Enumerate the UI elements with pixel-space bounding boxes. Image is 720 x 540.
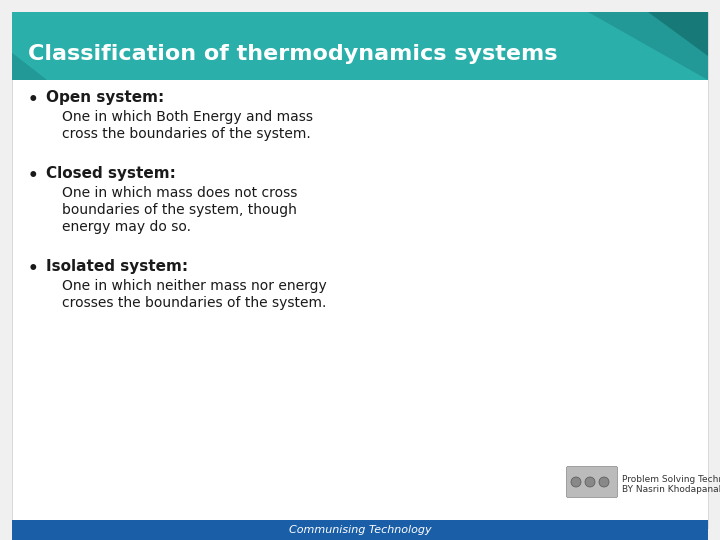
FancyBboxPatch shape <box>12 520 708 540</box>
FancyBboxPatch shape <box>567 467 618 497</box>
Text: energy may do so.: energy may do so. <box>62 220 191 234</box>
Text: Communising Technology: Communising Technology <box>289 525 431 535</box>
Text: One in which mass does not cross: One in which mass does not cross <box>62 186 297 200</box>
Text: •: • <box>28 91 39 109</box>
Text: Problem Solving Technique: Problem Solving Technique <box>622 475 720 484</box>
Text: One in which Both Energy and mass: One in which Both Energy and mass <box>62 110 313 124</box>
Text: Isolated system:: Isolated system: <box>46 259 188 274</box>
Circle shape <box>599 477 609 487</box>
Text: cross the boundaries of the system.: cross the boundaries of the system. <box>62 127 311 141</box>
Text: BY Nasrin Khodapanah: BY Nasrin Khodapanah <box>622 485 720 494</box>
Text: One in which neither mass nor energy: One in which neither mass nor energy <box>62 279 327 293</box>
Text: •: • <box>28 260 39 278</box>
Text: Closed system:: Closed system: <box>46 166 176 181</box>
Text: Classification of thermodynamics systems: Classification of thermodynamics systems <box>28 44 557 64</box>
Polygon shape <box>648 12 708 56</box>
Text: Open system:: Open system: <box>46 90 164 105</box>
Text: boundaries of the system, though: boundaries of the system, though <box>62 203 297 217</box>
Polygon shape <box>588 12 708 80</box>
Text: •: • <box>28 167 39 185</box>
Polygon shape <box>12 53 47 80</box>
FancyBboxPatch shape <box>12 12 708 80</box>
Circle shape <box>571 477 581 487</box>
Text: crosses the boundaries of the system.: crosses the boundaries of the system. <box>62 296 326 310</box>
FancyBboxPatch shape <box>12 12 708 528</box>
Circle shape <box>585 477 595 487</box>
